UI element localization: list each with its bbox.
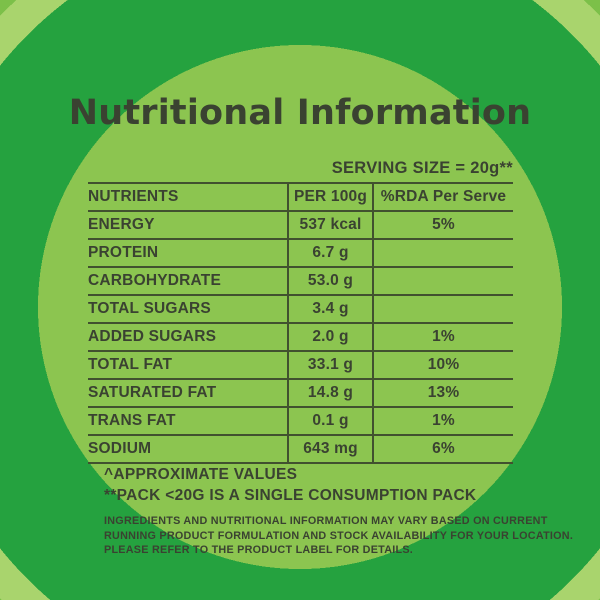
table-row: PROTEIN 6.7 g: [88, 239, 513, 268]
rda-value: [372, 267, 513, 296]
table-header-row: NUTRIENTS PER 100g %RDA Per Serve: [88, 183, 513, 212]
per-100g-value: 6.7 g: [287, 239, 373, 268]
per-100g-value: 643 mg: [287, 435, 373, 464]
header-per-100g: PER 100g: [287, 183, 373, 212]
disclaimer-line: INGREDIENTS AND NUTRITIONAL INFORMATION …: [104, 515, 548, 527]
header-rda-per-serve: %RDA Per Serve: [372, 183, 513, 212]
table-row: SATURATED FAT 14.8 g 13%: [88, 379, 513, 408]
nutrient-name: TOTAL FAT: [88, 351, 288, 380]
rda-value: [372, 239, 513, 268]
nutrient-name: SODIUM: [88, 435, 288, 464]
table-row: ENERGY 537 kcal 5%: [88, 211, 513, 240]
per-100g-value: 53.0 g: [287, 267, 373, 296]
per-100g-value: 33.1 g: [287, 351, 373, 380]
disclaimer: INGREDIENTS AND NUTRITIONAL INFORMATION …: [104, 514, 573, 558]
nutrient-name: TRANS FAT: [88, 407, 288, 436]
nutrient-name: ENERGY: [88, 211, 288, 240]
rda-value: 6%: [372, 435, 513, 464]
footnotes: ^APPROXIMATE VALUES **PACK <20G IS A SIN…: [104, 464, 476, 506]
rda-value: 5%: [372, 211, 513, 240]
nutrient-name: SATURATED FAT: [88, 379, 288, 408]
nutrient-name: CARBOHYDRATE: [88, 267, 288, 296]
per-100g-value: 0.1 g: [287, 407, 373, 436]
rda-value: 13%: [372, 379, 513, 408]
table-row: TRANS FAT 0.1 g 1%: [88, 407, 513, 436]
disclaimer-line: PLEASE REFER TO THE PRODUCT LABEL FOR DE…: [104, 544, 414, 556]
rda-value: 1%: [372, 323, 513, 352]
table-row: CARBOHYDRATE 53.0 g: [88, 267, 513, 296]
header-nutrients: NUTRIENTS: [88, 183, 288, 212]
nutrient-name: PROTEIN: [88, 239, 288, 268]
nutrition-table-body: ENERGY 537 kcal 5% PROTEIN 6.7 g CARBOHY…: [88, 211, 513, 464]
per-100g-value: 537 kcal: [287, 211, 373, 240]
disclaimer-line: RUNNING PRODUCT FORMULATION AND STOCK AV…: [104, 529, 574, 542]
per-100g-value: 3.4 g: [287, 295, 373, 324]
footnote-approximate-values: ^APPROXIMATE VALUES: [104, 466, 298, 483]
rda-value: [372, 295, 513, 324]
per-100g-value: 14.8 g: [287, 379, 373, 408]
per-100g-value: 2.0 g: [287, 323, 373, 352]
table-row: ADDED SUGARS 2.0 g 1%: [88, 323, 513, 352]
rda-value: 1%: [372, 407, 513, 436]
table-row: TOTAL FAT 33.1 g 10%: [88, 351, 513, 380]
nutrient-name: ADDED SUGARS: [88, 323, 288, 352]
footnote-pack-size: **PACK <20G IS A SINGLE CONSUMPTION PACK: [104, 487, 477, 504]
table-row: TOTAL SUGARS 3.4 g: [88, 295, 513, 324]
serving-size-text: SERVING SIZE = 20g**: [331, 159, 513, 177]
nutrition-table: NUTRIENTS PER 100g %RDA Per Serve ENERGY…: [88, 182, 513, 464]
page-title: Nutritional Information: [68, 93, 532, 133]
rda-value: 10%: [372, 351, 513, 380]
table-row: SODIUM 643 mg 6%: [88, 435, 513, 464]
nutrient-name: TOTAL SUGARS: [88, 295, 288, 324]
